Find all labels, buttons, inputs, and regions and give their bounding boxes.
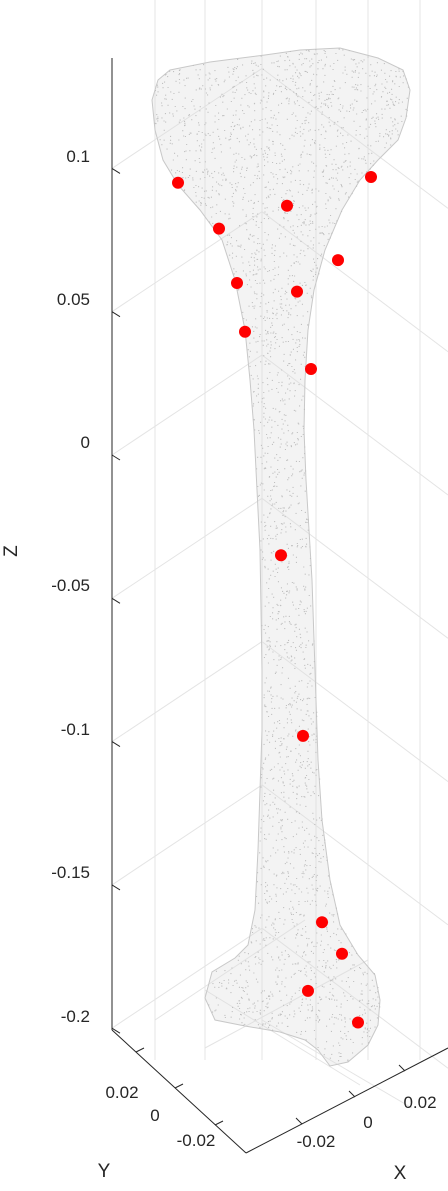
landmark-markers bbox=[172, 171, 377, 1029]
z-gridline-left-1 bbox=[111, 211, 263, 313]
z-gridline-right-0 bbox=[261, 68, 448, 209]
z-gridline-right-1 bbox=[261, 211, 448, 353]
landmark-point-2 bbox=[365, 171, 377, 183]
z-gridline-right-4 bbox=[261, 641, 448, 782]
z-tick-label-6: -0.2 bbox=[61, 1007, 90, 1026]
z-gridline-left-0 bbox=[111, 67, 263, 169]
z-gridline-left-4 bbox=[111, 641, 263, 743]
bone-point-cloud-dots bbox=[154, 48, 409, 1062]
landmark-point-3 bbox=[213, 222, 225, 235]
z-gridline-right-5 bbox=[261, 784, 448, 926]
floor-gridline-3 bbox=[204, 989, 361, 1086]
x-tick-0 bbox=[295, 1117, 303, 1125]
y-tick-2 bbox=[214, 1120, 224, 1126]
z-tick-1 bbox=[111, 311, 121, 318]
y-axis-line bbox=[111, 1029, 247, 1154]
z-tick-2 bbox=[111, 454, 121, 461]
y-axis-label: Y bbox=[98, 1161, 111, 1182]
x-tick-label-1: 0 bbox=[363, 1113, 372, 1132]
z-tick-3 bbox=[111, 597, 121, 604]
z-tick-4 bbox=[111, 741, 121, 748]
z-gridline-right-6 bbox=[261, 927, 448, 1069]
landmark-point-11 bbox=[316, 916, 328, 929]
landmark-point-1 bbox=[281, 199, 293, 212]
z-gridline-left-3 bbox=[111, 497, 263, 599]
z-tick-0 bbox=[111, 167, 121, 174]
z-gridline-right-3 bbox=[261, 497, 448, 639]
z-tick-label-2: 0 bbox=[81, 433, 90, 452]
landmark-point-7 bbox=[239, 325, 251, 338]
landmark-point-6 bbox=[291, 285, 303, 298]
landmark-point-0 bbox=[172, 176, 184, 189]
landmark-point-10 bbox=[297, 729, 309, 742]
floor-gridline-0 bbox=[154, 919, 306, 1021]
landmark-point-8 bbox=[305, 363, 317, 375]
x-tick-2 bbox=[398, 1064, 406, 1072]
axes-lines bbox=[111, 58, 448, 1154]
z-gridline-left-5 bbox=[111, 784, 263, 886]
z-gridline-left-6 bbox=[111, 927, 263, 1029]
x-tick-label-0: -0.02 bbox=[297, 1132, 336, 1151]
z-tick-5 bbox=[111, 884, 121, 891]
x-axis-label: X bbox=[394, 1163, 407, 1184]
z-tick-label-0: 0.1 bbox=[66, 147, 90, 166]
landmark-point-5 bbox=[231, 277, 243, 289]
y-tick-label-0: 0.02 bbox=[105, 1083, 138, 1102]
y-tick-0 bbox=[135, 1047, 145, 1053]
z-tick-label-3: -0.05 bbox=[51, 576, 90, 595]
landmark-point-14 bbox=[352, 1016, 364, 1029]
y-tick-label-1: 0 bbox=[150, 1106, 159, 1125]
z-axis-label: Z bbox=[1, 545, 22, 557]
z-tick-6 bbox=[111, 1027, 121, 1034]
x-tick-1 bbox=[348, 1090, 356, 1098]
z-tick-label-1: 0.05 bbox=[57, 290, 90, 309]
z-gridline-right-2 bbox=[261, 354, 448, 496]
z-tick-label-4: -0.1 bbox=[61, 720, 90, 739]
y-tick-label-2: -0.02 bbox=[177, 1131, 216, 1150]
landmark-point-12 bbox=[336, 947, 348, 960]
x-tick-label-2: 0.02 bbox=[403, 1093, 436, 1112]
z-gridline-left-2 bbox=[111, 354, 263, 456]
x-axis-line bbox=[245, 1047, 448, 1154]
y-tick-1 bbox=[174, 1083, 184, 1089]
landmark-point-4 bbox=[332, 254, 344, 267]
floor-gridline-1 bbox=[204, 959, 369, 1049]
z-tick-label-5: -0.15 bbox=[51, 863, 90, 882]
landmark-point-9 bbox=[275, 549, 287, 562]
landmark-point-13 bbox=[302, 984, 314, 997]
